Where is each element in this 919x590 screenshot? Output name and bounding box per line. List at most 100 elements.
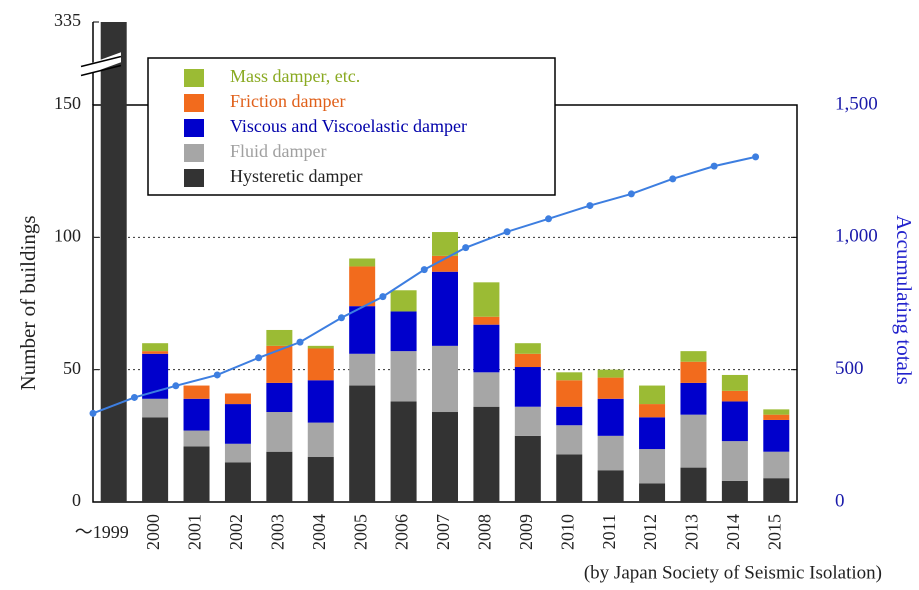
y-tick-label: 50 xyxy=(63,358,81,378)
bar-segment xyxy=(266,345,293,383)
bar-segment xyxy=(390,351,417,402)
total-point xyxy=(462,244,470,252)
bar-segment xyxy=(224,443,251,463)
total-point xyxy=(627,190,635,198)
bar-segment xyxy=(432,345,458,413)
total-point xyxy=(420,266,428,274)
total-point xyxy=(503,228,511,236)
bar-segment xyxy=(307,422,334,458)
total-point xyxy=(255,354,263,362)
total-point xyxy=(213,371,221,379)
bar-segment xyxy=(100,22,127,502)
bar-segment xyxy=(556,454,583,502)
x-tick-label: 2015 xyxy=(764,514,784,550)
bar-segment xyxy=(514,353,541,368)
x-tick-label: 2012 xyxy=(640,514,660,550)
legend-swatch xyxy=(184,169,204,187)
bar-segment xyxy=(556,406,583,426)
bar-segment xyxy=(349,385,376,502)
bar-segment xyxy=(514,367,541,407)
bar-segment xyxy=(142,351,169,354)
x-tick-label: 2003 xyxy=(267,514,287,550)
bar-segment xyxy=(680,351,707,362)
bar-segment xyxy=(514,435,541,502)
bar-segment xyxy=(597,377,624,399)
bar-segment xyxy=(307,457,334,502)
x-tick-label: 2009 xyxy=(516,514,536,550)
x-tick-label: ～1999 xyxy=(75,522,129,542)
y2-axis-label: Accumulating totals xyxy=(892,215,916,385)
x-tick-label: 2001 xyxy=(185,514,205,550)
bar-segment xyxy=(763,451,790,479)
bar-segment xyxy=(224,393,251,405)
axis-break-mark xyxy=(80,64,122,77)
bar-segment xyxy=(514,343,541,354)
bar-segment xyxy=(473,372,500,407)
bar-segment xyxy=(514,406,541,436)
legend-swatch xyxy=(184,69,204,87)
bar-segment xyxy=(639,449,666,484)
x-tick-label: 2000 xyxy=(143,514,163,550)
bar-segment xyxy=(721,441,748,481)
x-tick-label: 2002 xyxy=(226,514,246,550)
legend-label: Viscous and Viscoelastic damper xyxy=(230,116,467,136)
bar-segment xyxy=(349,258,376,267)
bar-segment xyxy=(597,470,624,502)
bar-segment xyxy=(142,343,169,352)
bar-segment xyxy=(639,483,666,502)
bar-segment xyxy=(556,425,583,455)
bar-segment xyxy=(266,451,293,502)
bar-segment xyxy=(266,329,293,346)
bar-segment xyxy=(390,311,417,352)
x-tick-label: 2004 xyxy=(309,514,329,550)
bar-segment xyxy=(349,306,376,354)
bar-segment xyxy=(763,414,790,420)
bar-segment xyxy=(390,290,417,312)
total-point xyxy=(337,314,345,322)
bar-segment xyxy=(183,446,210,502)
total-point xyxy=(130,393,138,401)
bar-segment xyxy=(763,419,790,452)
bar-segment xyxy=(183,385,210,399)
total-point xyxy=(752,153,760,161)
x-tick-label: 2008 xyxy=(475,514,495,550)
bar-segment xyxy=(556,372,583,381)
legend-label: Hysteretic damper xyxy=(230,166,362,186)
bar-segment xyxy=(639,404,666,418)
bar-segment xyxy=(721,374,748,391)
legend-swatch xyxy=(184,144,204,162)
bar-segment xyxy=(266,412,293,452)
bar-segment xyxy=(142,398,169,418)
total-point xyxy=(89,409,97,417)
bar-segment xyxy=(183,430,210,447)
bar-segment xyxy=(432,255,458,272)
total-point xyxy=(586,202,594,210)
y-tick-label: 335 xyxy=(54,10,81,30)
x-tick-label: 2006 xyxy=(392,514,412,550)
x-tick-label: 2014 xyxy=(723,514,743,550)
y2-tick-label: 1,500 xyxy=(835,93,878,114)
bar-segment xyxy=(763,409,790,415)
total-point xyxy=(669,175,677,183)
legend-swatch xyxy=(184,94,204,112)
bar-segment xyxy=(639,417,666,450)
x-tick-label: 2011 xyxy=(599,514,619,549)
bar-segment xyxy=(597,369,624,378)
y-tick-label: 150 xyxy=(54,93,81,113)
legend-label: Friction damper xyxy=(230,91,345,111)
bar-segment xyxy=(307,380,334,423)
legend-box xyxy=(147,57,556,196)
y2-tick-label: 500 xyxy=(835,358,864,379)
bar-segment xyxy=(307,345,334,349)
y-axis-label: Number of buildings xyxy=(16,216,40,391)
bar-segment xyxy=(266,382,293,413)
bar-segment xyxy=(721,401,748,442)
bar-segment xyxy=(721,390,748,402)
bar-segment xyxy=(432,271,458,346)
bar-segment xyxy=(432,232,458,256)
x-tick-label: 2010 xyxy=(557,514,577,550)
bar-segment xyxy=(597,398,624,436)
legend-swatch xyxy=(184,119,204,137)
legend-label: Mass damper, etc. xyxy=(230,66,360,86)
